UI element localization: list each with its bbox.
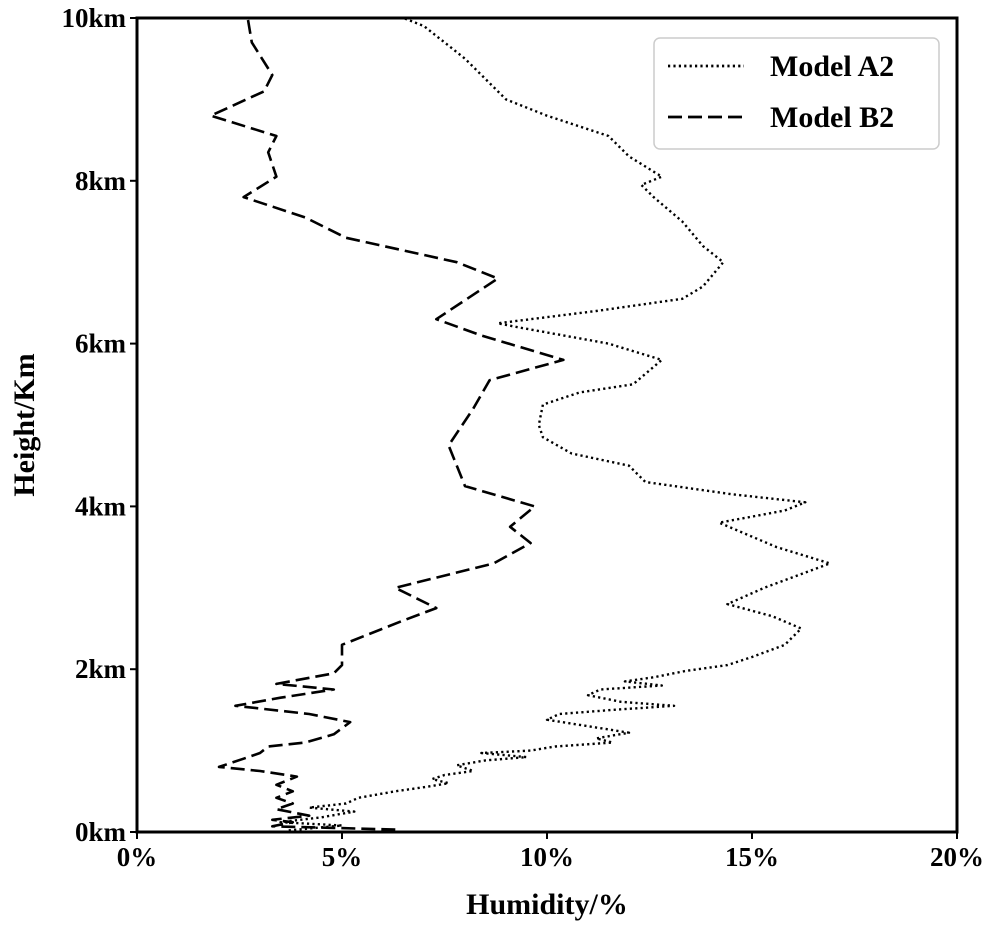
y-tick-label: 4km: [75, 491, 127, 521]
x-axis-label: Humidity/%: [466, 888, 628, 921]
series-layer: [209, 16, 832, 832]
x-tick-label: 15%: [725, 842, 779, 872]
legend-label: Model B2: [770, 101, 894, 134]
x-tick-label: 10%: [520, 842, 574, 872]
legend: Model A2 Model B2: [653, 37, 940, 150]
legend-box: [653, 37, 940, 150]
series-line-model-a2: [279, 16, 832, 832]
y-tick-label: 10km: [61, 3, 126, 33]
y-axis-label: Height/Km: [8, 353, 41, 496]
x-tick-label: 20%: [930, 842, 984, 872]
x-tick-label: 5%: [322, 842, 363, 872]
y-tick-label: 6km: [75, 329, 127, 359]
y-tick-label: 0km: [75, 817, 127, 847]
axes-layer: 0% 5% 10% 15% 20% 0km 2km 4km 6km 8km 10km Humidity…: [8, 3, 984, 921]
y-tick-label: 2km: [75, 654, 127, 684]
series-line-model-b2: [209, 17, 565, 831]
x-tick-label: 0%: [117, 842, 158, 872]
legend-label: Model A2: [770, 50, 894, 83]
y-tick-label: 8km: [75, 166, 127, 196]
